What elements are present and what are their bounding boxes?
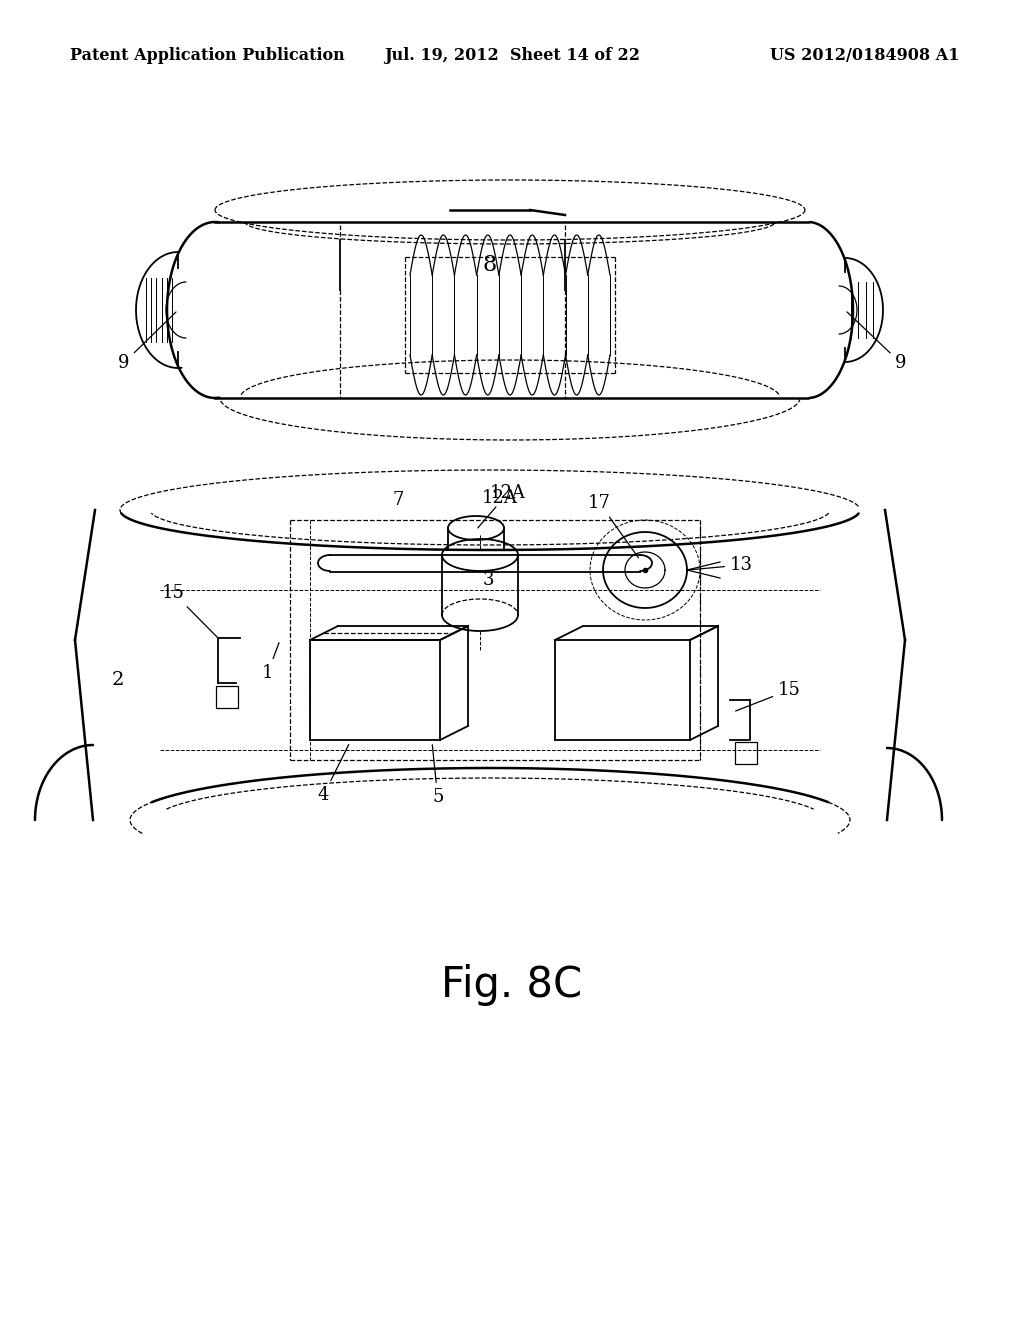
Text: Fig. 8C: Fig. 8C — [441, 964, 583, 1006]
Text: 13: 13 — [691, 556, 753, 574]
Text: 8: 8 — [483, 253, 497, 276]
Text: 9: 9 — [847, 312, 906, 372]
Text: 5: 5 — [432, 744, 443, 807]
Text: 15: 15 — [162, 583, 218, 638]
Text: 12A: 12A — [482, 488, 518, 507]
Text: 4: 4 — [318, 744, 349, 804]
Text: 3: 3 — [482, 572, 494, 589]
Text: Patent Application Publication: Patent Application Publication — [70, 46, 345, 63]
Text: US 2012/0184908 A1: US 2012/0184908 A1 — [770, 46, 961, 63]
Text: 1: 1 — [262, 643, 279, 682]
Text: 17: 17 — [588, 494, 638, 558]
Text: 2: 2 — [112, 671, 124, 689]
Text: 15: 15 — [735, 681, 801, 711]
Text: 9: 9 — [118, 312, 176, 372]
Text: 12A: 12A — [478, 484, 526, 528]
Text: 7: 7 — [392, 491, 403, 510]
Text: Jul. 19, 2012  Sheet 14 of 22: Jul. 19, 2012 Sheet 14 of 22 — [384, 46, 640, 63]
Bar — [735, 742, 757, 764]
Bar — [216, 686, 238, 708]
